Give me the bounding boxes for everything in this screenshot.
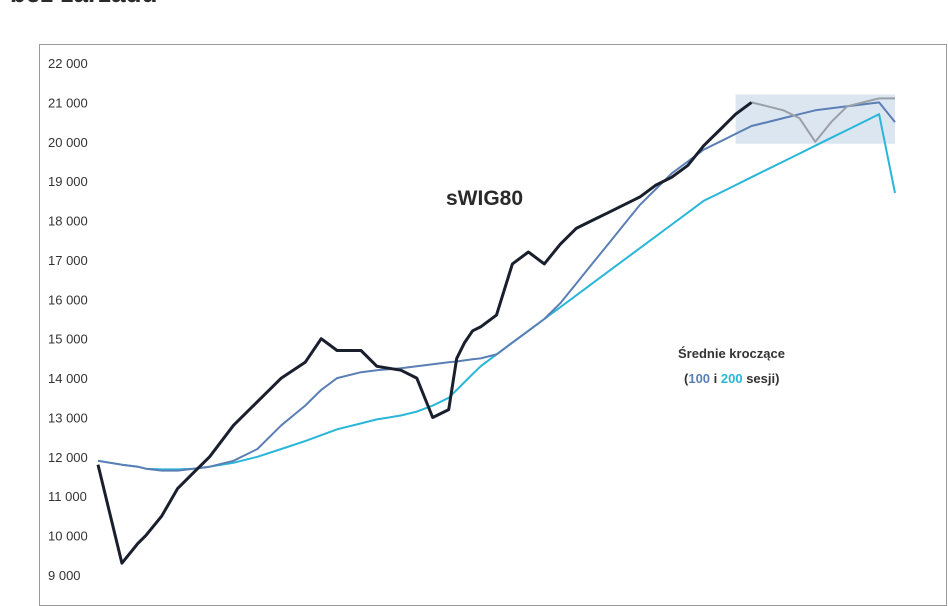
annotation-ma100: 100 (688, 371, 710, 386)
annotation-paren-open: ( (684, 371, 689, 386)
y-axis: 9 000 10 000 11 000 12 000 13 000 14 000 15 00… (48, 56, 88, 583)
y-tick-label: 15 000 (48, 332, 88, 347)
series-line-swig80 (96, 101, 753, 565)
page-heading-fragment: bez zarzadu (10, 0, 157, 9)
annotation-suffix: sesji) (743, 371, 780, 386)
y-tick-label: 12 000 (48, 450, 88, 465)
chart-title: sWIG80 (446, 187, 523, 210)
line-chart: 9 000 10 000 11 000 12 000 13 000 14 000 15 00… (48, 56, 896, 583)
chart-frame: 9 000 10 000 11 000 12 000 13 000 14 000 15 00… (39, 44, 947, 606)
y-tick-label: 17 000 (48, 253, 88, 268)
y-tick-label: 20 000 (48, 135, 88, 150)
y-tick-label: 21 000 (48, 95, 88, 110)
y-tick-label: 14 000 (48, 371, 88, 386)
annotation-ma200: 200 (721, 371, 743, 386)
y-tick-label: 11 000 (48, 489, 87, 504)
y-tick-label: 22 000 (48, 56, 88, 71)
y-tick-label: 13 000 (48, 410, 88, 425)
y-tick-label: 19 000 (48, 174, 88, 189)
y-tick-label: 10 000 (48, 529, 88, 544)
annotation-line-1: Średnie kroczące (678, 346, 785, 361)
y-tick-label: 9 000 (48, 568, 81, 583)
y-tick-label: 16 000 (48, 292, 88, 307)
y-tick-label: 18 000 (48, 214, 88, 229)
annotation-line-2: (100 i 200 sesji) (684, 371, 779, 386)
series-line-ma-100 (97, 101, 896, 472)
series-line-swig80-recent- (751, 97, 895, 143)
annotation-and: i (710, 371, 721, 386)
series-line-ma-200 (97, 113, 896, 471)
series-lines (96, 97, 896, 565)
